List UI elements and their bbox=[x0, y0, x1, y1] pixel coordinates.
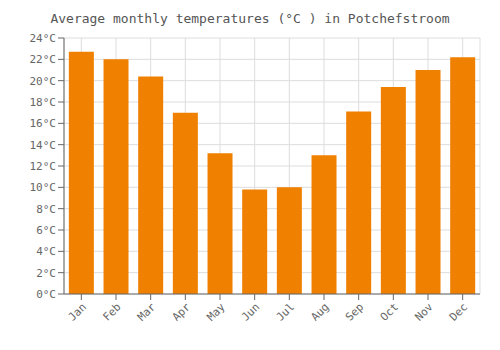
svg-text:16°C: 16°C bbox=[30, 117, 57, 130]
svg-text:Dec: Dec bbox=[447, 300, 470, 323]
svg-text:0°C: 0°C bbox=[36, 288, 56, 301]
svg-text:22°C: 22°C bbox=[30, 53, 57, 66]
svg-text:18°C: 18°C bbox=[30, 96, 57, 109]
svg-text:Sep: Sep bbox=[343, 300, 366, 323]
svg-text:Apr: Apr bbox=[170, 300, 194, 324]
svg-text:12°C: 12°C bbox=[30, 160, 57, 173]
svg-text:4°C: 4°C bbox=[36, 245, 56, 258]
svg-text:24°C: 24°C bbox=[30, 32, 57, 45]
html-text:Average monthly temperatures (: Average monthly temperatures (°C ) in Po… bbox=[50, 11, 450, 26]
svg-text:20°C: 20°C bbox=[30, 75, 57, 88]
svg-text:Feb: Feb bbox=[100, 300, 123, 323]
svg-text:Nov: Nov bbox=[412, 300, 436, 324]
svg-text:Jun: Jun bbox=[239, 300, 262, 323]
svg-text:6°C: 6°C bbox=[36, 224, 56, 237]
svg-text:2°C: 2°C bbox=[36, 267, 56, 280]
svg-text:Mar: Mar bbox=[135, 300, 159, 324]
svg-text:Jul: Jul bbox=[274, 300, 297, 323]
svg-text:14°C: 14°C bbox=[30, 139, 57, 152]
svg-text:Jan: Jan bbox=[66, 300, 89, 323]
svg-text:Aug: Aug bbox=[308, 300, 331, 323]
svg-text:May: May bbox=[204, 300, 228, 324]
svg-text:8°C: 8°C bbox=[36, 203, 56, 216]
svg-text:Oct: Oct bbox=[378, 300, 401, 323]
svg-text:10°C: 10°C bbox=[30, 181, 57, 194]
